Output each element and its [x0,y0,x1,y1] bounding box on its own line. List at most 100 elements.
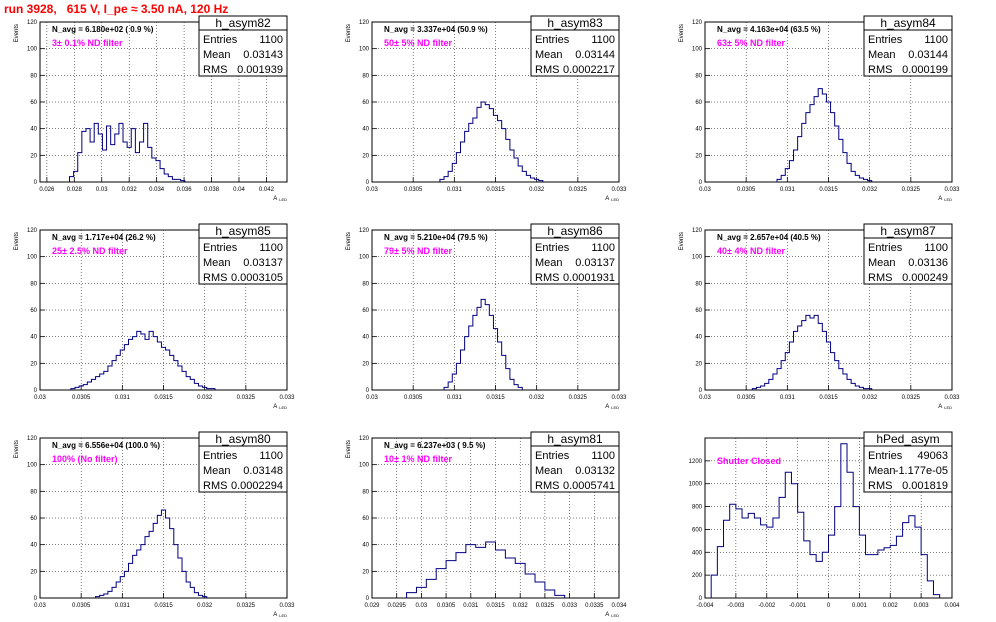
histogram-bin [186,582,190,598]
stat-label: Mean [868,49,896,61]
x-tick-label: 0.03 [366,395,378,401]
x-axis-subscript: LED [279,405,287,410]
histogram-bin [152,158,156,182]
histogram-panel: 0.029 0.0295 0.03 0.0305 0.031 0.0315 0.032 0.0… [346,431,627,618]
histogram-bin [100,374,104,390]
histogram-bin [75,387,79,390]
x-tick-label: 0.031 [780,187,796,193]
stat-label: Mean [868,257,896,269]
stat-label: Entries [535,242,570,254]
histogram-bin [498,342,502,390]
stat-value: 0.0003105 [231,272,283,284]
histogram-bin [120,577,124,598]
histogram-bin [847,379,851,390]
x-tick-label: 0.033 [944,395,960,401]
x-axis-subscript: LED [944,197,952,202]
histogram-outline [443,298,523,390]
x-axis-subscript: LED [944,405,952,410]
y-tick-label: 20 [695,361,702,367]
filter-label: 3± 0.1% ND filter [52,38,123,48]
histogram-name: h_asym84 [880,16,936,30]
histogram-bin [190,379,194,390]
stat-label: Entries [203,34,238,46]
x-tick-label: 0.0295 [388,603,407,609]
x-tick-label: 0.031 [115,395,131,401]
histogram-name: h_asym80 [215,432,271,446]
y-axis-title: Events [679,232,685,250]
histogram-bin [86,129,90,182]
histogram-bin [829,535,835,598]
histogram-bin [835,507,841,598]
histogram-bin [129,563,133,598]
stat-label: Entries [535,34,570,46]
y-tick-label: 60 [362,516,369,522]
histogram-bin [798,137,802,182]
x-tick-label: 0.0325 [569,187,588,193]
x-tick-label: 0.0315 [486,395,505,401]
histogram-bin [98,134,102,182]
histogram-bin [489,109,493,182]
stat-value: 1100 [591,450,615,462]
histogram-bin [765,383,769,390]
histogram-bin [172,179,176,182]
x-tick-label: -0.001 [789,603,807,609]
histogram-bin [839,369,843,390]
y-tick-label: 20 [362,569,369,575]
histogram-bin [863,179,867,182]
stats-box-frame [198,431,288,493]
histogram-bin [157,515,161,598]
y-tick-label: 40 [695,127,702,133]
histogram-bin [804,541,810,598]
histogram-bin [933,595,939,598]
histogram-bin [927,581,933,598]
filter-label: 25± 2.5% ND filter [52,246,128,256]
y-tick-label: 0 [699,180,703,186]
filter-label: 40± 4% ND filter [717,246,785,256]
histogram-bin [711,575,717,598]
histogram-bin [859,178,863,182]
histogram-bin [742,518,748,598]
histogram-bin [489,315,493,390]
histogram-bin [518,166,522,182]
histogram-bin [123,142,127,182]
x-tick-label: 0.0305 [72,395,91,401]
stats-box-frame [863,223,953,285]
histogram-bin [769,379,773,390]
stat-value: 0.03144 [908,49,948,61]
x-tick-label: -0.004 [696,603,714,609]
y-axis-title: Events [14,440,20,458]
histogram-bin [137,550,141,598]
y-tick-label: 80 [362,281,369,287]
x-axis-title: A LED [605,404,619,410]
y-tick-label: 120 [359,20,370,26]
y-tick-label: 20 [695,153,702,159]
histogram-bin [831,353,835,390]
stat-value: 1100 [591,34,615,46]
filter-label: 63± 5% ND filter [717,38,785,48]
histogram-bin [481,102,485,182]
y-tick-label: 100 [359,47,370,53]
x-axis-subscript: LED [279,197,287,202]
histogram-bin [748,513,754,598]
y-tick-label: 800 [692,505,703,511]
histogram-bin [87,382,91,390]
histogram-bin [473,315,477,390]
y-tick-label: 80 [695,281,702,287]
histogram-bin [120,350,124,390]
stat-value: 1100 [259,450,283,462]
histogram-bin [921,555,927,598]
stat-value: 0.000199 [902,64,948,76]
histogram-bin [129,339,133,390]
histogram-outline [751,314,873,390]
histogram-bin [149,331,153,390]
histogram-bin [79,386,83,390]
y-tick-label: 100 [692,47,703,53]
histogram-bin [452,163,456,182]
stat-value: 0.001939 [237,64,283,76]
histogram-bin [754,518,760,598]
histogram-bin [178,366,182,390]
x-axis-subscript: LED [611,197,619,202]
histogram-bin [149,531,153,598]
histogram-bin [153,337,157,390]
histogram-bin [481,299,485,390]
